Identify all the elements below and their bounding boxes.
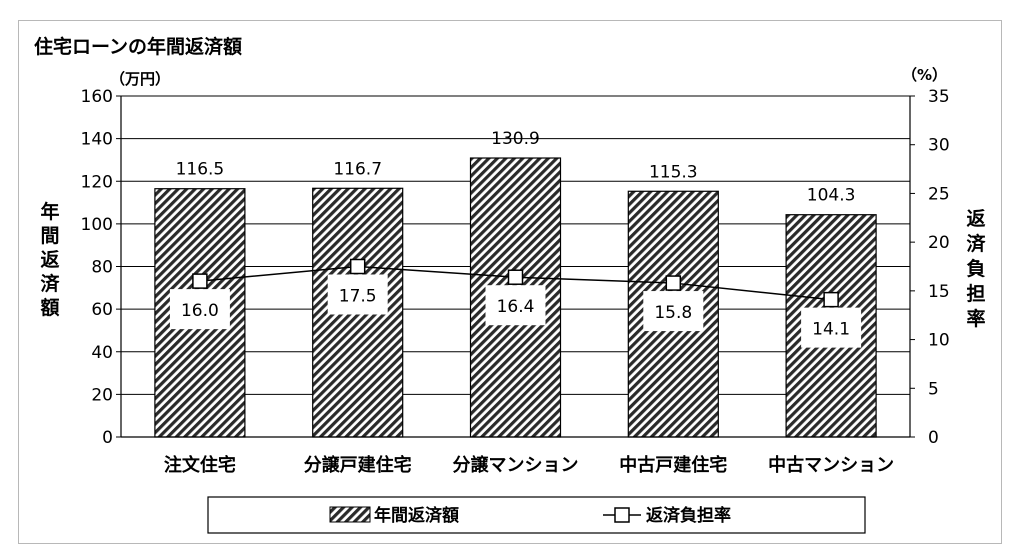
bar-value-label: 104.3 xyxy=(807,186,856,206)
line-value-label: 16.4 xyxy=(497,297,535,317)
chart-title: 住宅ローンの年間返済額 xyxy=(34,35,242,58)
line-point-marker xyxy=(507,269,524,285)
category-labels: 注文住宅 分譲戸建住宅 分譲マンション 中古戸建住宅 中古マンション xyxy=(164,454,894,476)
right-axis-unit: （%） xyxy=(902,66,947,84)
line-value-label-box xyxy=(169,289,230,330)
right-tick-label: 10 xyxy=(928,331,950,351)
line-value-label-box xyxy=(327,274,388,315)
category-label: 中古マンション xyxy=(768,454,894,476)
line-value-label: 17.5 xyxy=(339,287,377,307)
right-tick-label: 0 xyxy=(928,428,939,448)
category-label: 分譲戸建住宅 xyxy=(304,454,412,476)
line-point-marker xyxy=(192,273,208,289)
line-value-label: 14.1 xyxy=(812,320,850,340)
right-axis-label-text: 返済負担率 xyxy=(966,208,986,330)
bar-value-label: 130.9 xyxy=(491,129,540,149)
bar-value-labels: 116.5 116.7 130.9 115.3 104.3 xyxy=(176,129,856,206)
left-tick-label: 120 xyxy=(81,172,113,192)
left-axis-unit: （万円） xyxy=(110,70,170,88)
line-value-label: 16.0 xyxy=(181,301,219,321)
left-axis-label: 年間返済額 xyxy=(40,200,60,319)
legend-bar-label: 年間返済額 xyxy=(374,505,459,526)
category-label: 中古戸建住宅 xyxy=(619,454,727,476)
right-axis-ticks: 0 5 10 15 20 25 30 35 xyxy=(910,87,950,448)
right-tick-label: 25 xyxy=(928,184,950,204)
right-tick-label: 30 xyxy=(928,136,950,156)
left-tick-label: 60 xyxy=(91,300,113,320)
line-value-label: 15.8 xyxy=(654,303,692,323)
left-tick-label: 100 xyxy=(81,215,113,235)
line-value-label-box xyxy=(801,307,862,348)
line-series: 16.0 17.5 16.4 15.8 14.1 xyxy=(169,258,862,348)
legend: 年間返済額 返済負担率 xyxy=(207,496,866,534)
line-value-label-box xyxy=(643,291,704,332)
legend-line-label: 返済負担率 xyxy=(646,505,731,526)
right-tick-label: 20 xyxy=(928,233,950,253)
line-value-label-box xyxy=(485,285,546,326)
legend-box xyxy=(207,496,866,534)
left-axis-ticks: 0 20 40 60 80 100 120 140 160 xyxy=(81,87,121,448)
right-axis-label: 返済負担率 xyxy=(966,208,986,330)
left-axis-label-text: 年間返済額 xyxy=(40,200,60,319)
category-label: 注文住宅 xyxy=(164,454,236,476)
left-tick-label: 160 xyxy=(81,87,113,107)
right-tick-label: 5 xyxy=(928,379,939,399)
left-tick-label: 0 xyxy=(102,428,113,448)
line-point-marker xyxy=(665,275,682,291)
left-tick-label: 40 xyxy=(91,343,113,363)
right-tick-label: 35 xyxy=(928,87,950,107)
legend-bar-swatch xyxy=(329,506,371,523)
left-tick-label: 20 xyxy=(91,385,113,405)
chart-frame xyxy=(18,20,1002,544)
bar-value-label: 115.3 xyxy=(649,162,698,182)
category-label: 分譲マンション xyxy=(453,454,579,476)
left-tick-label: 140 xyxy=(81,130,113,150)
right-tick-label: 15 xyxy=(928,282,950,302)
legend-marker-swatch xyxy=(614,507,630,523)
bar-value-label: 116.7 xyxy=(333,159,382,179)
line-point-marker xyxy=(823,291,839,308)
line-point-marker xyxy=(349,258,366,275)
bar-value-label: 116.5 xyxy=(176,160,225,180)
left-tick-label: 80 xyxy=(91,258,113,278)
